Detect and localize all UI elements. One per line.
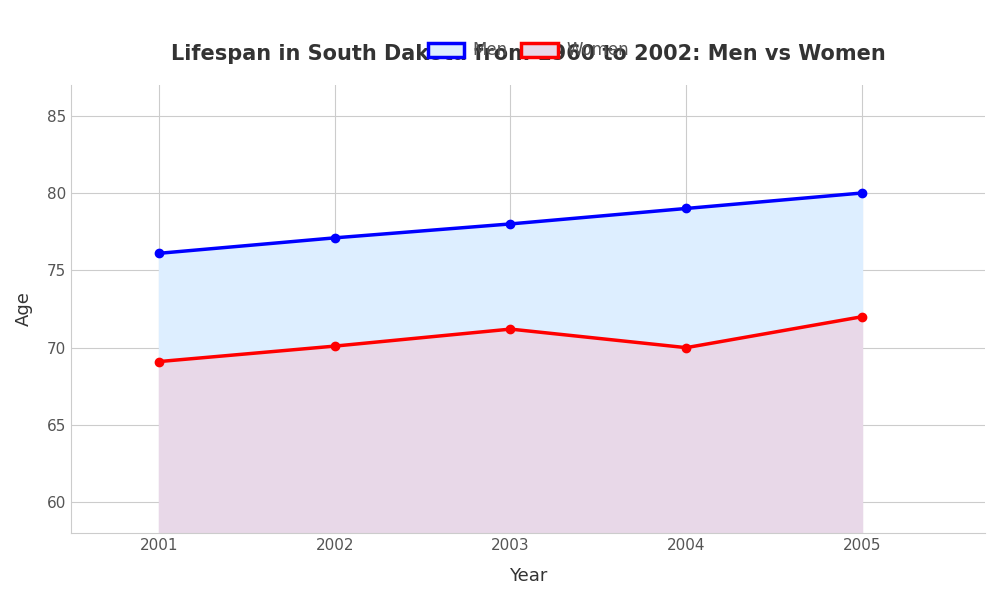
X-axis label: Year: Year <box>509 567 547 585</box>
Title: Lifespan in South Dakota from 1960 to 2002: Men vs Women: Lifespan in South Dakota from 1960 to 20… <box>171 44 885 64</box>
Legend: Men, Women: Men, Women <box>421 35 635 66</box>
Y-axis label: Age: Age <box>15 292 33 326</box>
